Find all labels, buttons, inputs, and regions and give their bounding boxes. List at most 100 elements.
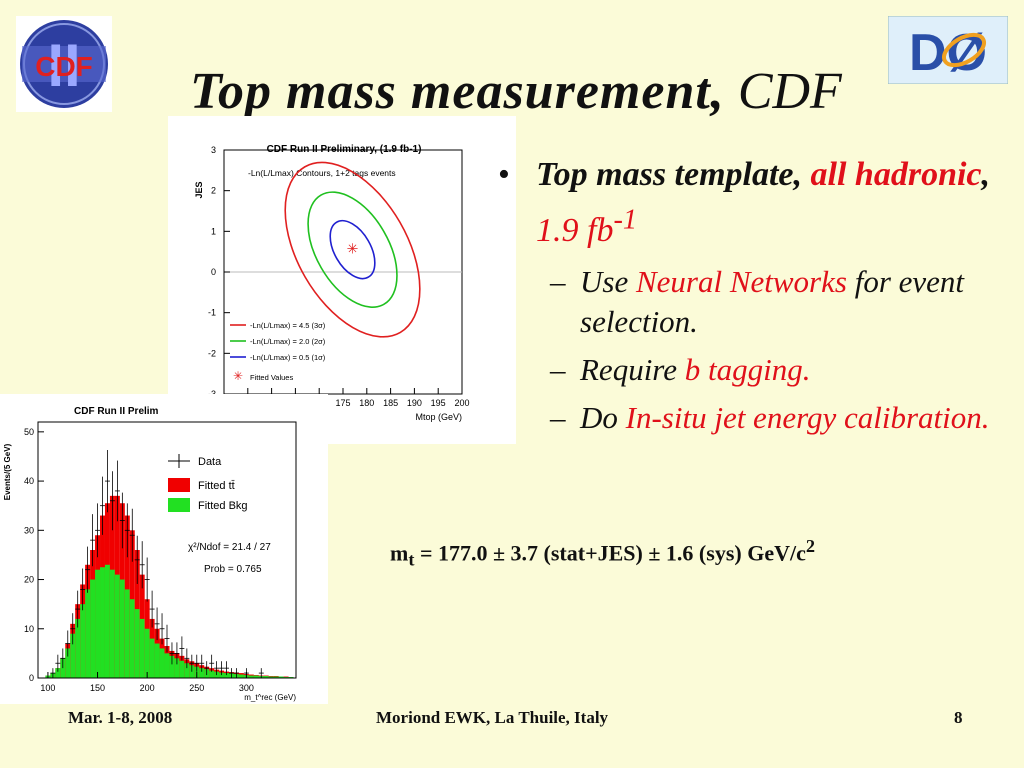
y-tick-label: 30 — [24, 525, 34, 535]
y-tick-label: 3 — [211, 145, 216, 155]
bar-background — [253, 675, 259, 678]
chart-subtitle: -Ln(L/Lmax) Contours, 1+2 tags events — [248, 168, 396, 178]
bar-background — [55, 668, 61, 678]
bar-background — [219, 672, 225, 678]
bar-background — [169, 655, 175, 678]
y-tick-label: -1 — [208, 308, 216, 318]
mass-histogram: CDF Run II Prelim 100 150 200 250 300 0 10 20 30 4… — [0, 394, 328, 704]
bar-background — [164, 653, 170, 678]
x-tick-label: 200 — [454, 398, 469, 408]
y-tick-label: 50 — [24, 427, 34, 437]
x-tick-label: 200 — [140, 683, 155, 693]
y-tick-label: 10 — [24, 624, 34, 634]
bar-background — [75, 618, 81, 678]
fit-chi2: χ²/Ndof = 21.4 / 27 — [188, 542, 271, 553]
bar-background — [104, 564, 110, 678]
fitted-point: ✳ — [347, 241, 359, 257]
chart-title: CDF Run II Preliminary, (1.9 fb-1) — [267, 144, 422, 155]
y-tick-label: 0 — [29, 673, 34, 683]
legend-signal-swatch — [168, 478, 190, 492]
bar-background — [95, 569, 101, 678]
bar-background — [119, 579, 125, 678]
bar-background — [179, 660, 185, 678]
fit-prob: Prob = 0.765 — [204, 564, 262, 575]
footer-venue: Moriond EWK, La Thuile, Italy — [376, 708, 609, 727]
bar-background — [80, 604, 86, 678]
bar-background — [248, 675, 254, 678]
y-tick-label: -2 — [208, 348, 216, 358]
x-tick-label: 180 — [359, 398, 374, 408]
bar-background — [139, 618, 145, 678]
x-axis-label: m_t^rec (GeV) — [244, 693, 296, 702]
bar-background — [124, 589, 130, 678]
cdf-logo-icon: II CDF — [16, 16, 112, 112]
plot-frame — [37, 421, 297, 679]
bar-background — [174, 658, 180, 678]
bar-background — [90, 579, 96, 678]
bar-background — [134, 609, 140, 678]
bullet-main: • Top mass template, all hadronic, 1.9 f… — [496, 152, 1016, 254]
bar-background — [149, 638, 155, 678]
x-tick-label: 100 — [40, 683, 55, 693]
bullet-dot: • — [498, 156, 510, 193]
title-italic-part: Top mass measurement, — [190, 63, 725, 120]
legend-label: -Ln(L/Lmax) = 2.0 (2σ) — [250, 337, 326, 346]
legend-bkg-label: Fitted Bkg — [198, 500, 248, 512]
bar-background — [273, 676, 279, 678]
bullet-list: • Top mass template, all hadronic, 1.9 f… — [496, 152, 1016, 438]
bar-background — [263, 676, 269, 678]
sub-bullet-3: – Do In-situ jet energy calibration. — [550, 400, 990, 436]
chart-title: CDF Run II Prelim — [74, 406, 159, 417]
x-tick-label: 250 — [189, 683, 204, 693]
bar-background — [109, 569, 115, 678]
bar-background — [238, 674, 244, 678]
page-number: 8 — [954, 708, 963, 727]
bar-background — [224, 673, 230, 678]
bar-background — [278, 676, 284, 678]
bar-background — [85, 589, 91, 678]
y-tick-label: 1 — [211, 226, 216, 236]
x-tick-label: 185 — [383, 398, 398, 408]
bar-background — [159, 648, 165, 678]
sub-bullet-1: – Use Neural Networks for event selectio… — [550, 264, 965, 340]
mass-result: mt = 177.0 ± 3.7 (stat+JES) ± 1.6 (sys) … — [390, 536, 816, 570]
x-tick-label: 195 — [431, 398, 446, 408]
title-cdf-part: CDF — [737, 63, 842, 120]
y-tick-label: 40 — [24, 476, 34, 486]
bar-background — [114, 574, 120, 678]
legend-fitted-label: Fitted Values — [250, 373, 293, 382]
contour-ellipse — [284, 161, 421, 338]
legend-data-label: Data — [198, 456, 222, 468]
y-axis-label: JES — [194, 181, 204, 198]
bar-background — [129, 599, 135, 678]
y-tick-label: 20 — [24, 575, 34, 585]
legend-label: -Ln(L/Lmax) = 0.5 (1σ) — [250, 353, 326, 362]
svg-text:DØ: DØ — [909, 24, 987, 82]
bar-background — [209, 670, 215, 678]
sub-bullet-2: – Require b tagging. — [550, 352, 811, 388]
bar-background — [144, 628, 150, 678]
bar-background — [70, 633, 76, 678]
contour-ellipse — [307, 191, 398, 308]
bar-background — [184, 663, 190, 678]
y-axis-label: Events/(5 GeV) — [3, 443, 12, 500]
bar-background — [154, 643, 160, 678]
legend-fitted-marker: ✳ — [233, 369, 243, 383]
x-tick-label: 300 — [239, 683, 254, 693]
bar-background — [199, 668, 205, 678]
bar-background — [100, 567, 105, 678]
legend-bkg-swatch — [168, 498, 190, 512]
x-axis-label: Mtop (GeV) — [415, 412, 462, 422]
x-tick-label: 190 — [407, 398, 422, 408]
svg-text:II: II — [47, 32, 80, 99]
svg-text:CDF: CDF — [35, 51, 93, 82]
legend-label: -Ln(L/Lmax) = 4.5 (3σ) — [250, 321, 326, 330]
x-tick-label: 175 — [335, 398, 350, 408]
d0-logo-icon: DØ — [887, 15, 1009, 85]
contour-ellipse — [329, 219, 376, 280]
legend-signal-label: Fitted tt̄ — [198, 480, 235, 492]
bar-background — [65, 648, 71, 678]
footer-date: Mar. 1-8, 2008 — [68, 708, 173, 727]
x-tick-label: 150 — [90, 683, 105, 693]
slide-title: Top mass measurement, CDF — [190, 62, 890, 121]
